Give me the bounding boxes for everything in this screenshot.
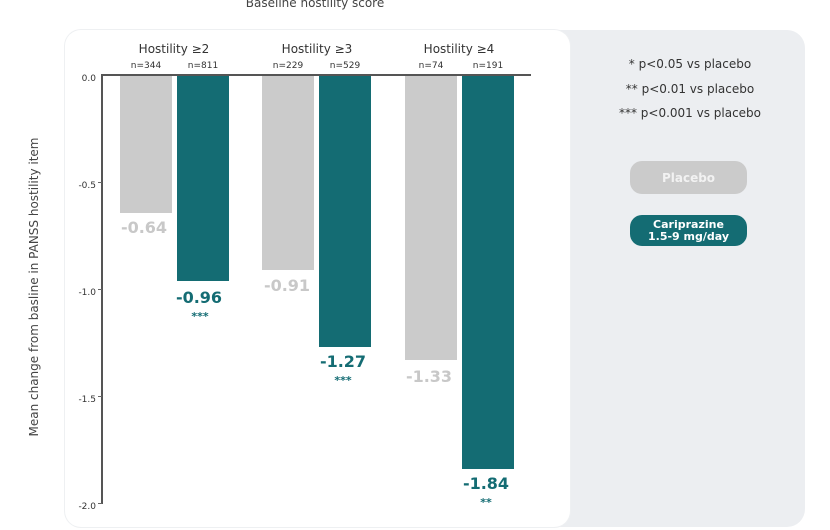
y-tick-mark <box>98 289 102 290</box>
y-axis-title: Mean change from basline in PANSS hostil… <box>27 137 41 437</box>
y-tick-mark <box>98 503 102 504</box>
y-tick-label: -1.5 <box>78 395 96 405</box>
y-axis-line <box>101 74 103 504</box>
significance-marker: *** <box>191 310 209 323</box>
legend-label-cariprazine: Cariprazine 1.5-9 mg/day <box>647 217 730 243</box>
significance-note: * p<0.05 vs placebo <box>628 57 752 71</box>
y-tick-label: -0.5 <box>78 181 96 191</box>
bar-cariprazine <box>319 76 371 347</box>
legend-label-line2: 1.5-9 mg/day <box>647 229 730 243</box>
y-tick-label: 0.0 <box>81 74 96 84</box>
bar-cariprazine <box>177 76 229 281</box>
y-tick-label: -1.0 <box>78 288 96 298</box>
group-label: Hostility ≥3 <box>281 42 353 56</box>
n-label: n=344 <box>130 61 162 71</box>
value-label: -0.96 <box>175 288 223 307</box>
n-label: n=229 <box>272 61 304 71</box>
x-axis-title: Baseline hostility score <box>245 0 385 10</box>
bar-placebo <box>120 76 172 213</box>
value-label: -0.91 <box>263 276 311 295</box>
legend-item-cariprazine[interactable]: Cariprazine 1.5-9 mg/day <box>630 215 747 246</box>
value-label: -1.27 <box>319 352 367 371</box>
y-tick-mark <box>98 396 102 397</box>
n-label: n=74 <box>418 61 444 71</box>
group-label: Hostility ≥2 <box>138 42 210 56</box>
y-tick-label: -2.0 <box>78 502 96 512</box>
n-label: n=811 <box>187 61 219 71</box>
group-label: Hostility ≥4 <box>423 42 495 56</box>
bar-placebo <box>262 76 314 270</box>
legend-panel <box>540 30 805 527</box>
legend-label-line1: Cariprazine <box>653 217 724 231</box>
legend-label-placebo: Placebo <box>661 170 716 185</box>
significance-note: *** p<0.001 vs placebo <box>618 106 762 120</box>
value-label: -1.84 <box>462 474 510 493</box>
significance-marker: ** <box>480 496 492 509</box>
y-tick-mark <box>98 182 102 183</box>
legend-item-placebo[interactable]: Placebo <box>630 161 747 194</box>
value-label: -1.33 <box>405 367 453 386</box>
significance-note: ** p<0.01 vs placebo <box>625 82 755 96</box>
bar-cariprazine <box>462 76 514 469</box>
bar-placebo <box>405 76 457 360</box>
n-label: n=529 <box>329 61 361 71</box>
value-label: -0.64 <box>120 218 168 237</box>
n-label: n=191 <box>472 61 504 71</box>
significance-marker: *** <box>334 374 352 387</box>
x-axis-line <box>101 74 531 76</box>
